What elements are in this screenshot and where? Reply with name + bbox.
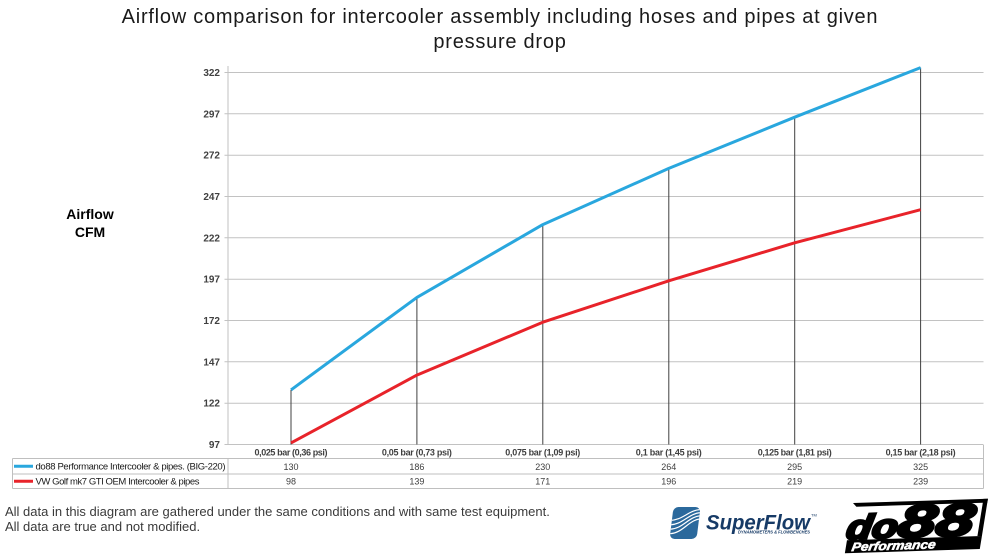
- svg-text:325: 325: [913, 462, 928, 472]
- svg-text:do88 Performance Intercooler &: do88 Performance Intercooler & pipes. (B…: [36, 462, 226, 473]
- svg-text:139: 139: [409, 477, 424, 487]
- svg-text:172: 172: [203, 316, 220, 327]
- svg-text:297: 297: [203, 109, 220, 120]
- svg-text:239: 239: [913, 477, 928, 487]
- svg-text:295: 295: [787, 462, 802, 472]
- svg-text:0,025 bar (0,36 psi): 0,025 bar (0,36 psi): [255, 448, 328, 458]
- svg-text:196: 196: [661, 477, 676, 487]
- svg-text:122: 122: [203, 399, 220, 410]
- svg-text:322: 322: [203, 68, 220, 79]
- svg-text:88: 88: [894, 493, 979, 547]
- svg-text:SuperFlow: SuperFlow: [706, 511, 811, 535]
- svg-text:98: 98: [286, 477, 296, 487]
- svg-text:186: 186: [409, 462, 424, 472]
- svg-text:222: 222: [203, 233, 220, 244]
- svg-text:DYNAMOMETERS & FLOWBENCHES: DYNAMOMETERS & FLOWBENCHES: [738, 529, 811, 534]
- svg-text:247: 247: [203, 192, 220, 203]
- svg-text:0,1 bar (1,45 psi): 0,1 bar (1,45 psi): [636, 448, 702, 458]
- svg-text:VW Golf mk7 GTI OEM Intercoole: VW Golf mk7 GTI OEM Intercooler & pipes: [36, 477, 200, 488]
- svg-text:0,15 bar (2,18 psi): 0,15 bar (2,18 psi): [886, 448, 956, 458]
- svg-text:171: 171: [535, 477, 550, 487]
- svg-text:147: 147: [203, 357, 220, 368]
- svg-text:272: 272: [203, 151, 220, 162]
- svg-text:0,05 bar (0,73 psi): 0,05 bar (0,73 psi): [382, 448, 452, 458]
- svg-text:197: 197: [203, 275, 220, 286]
- svg-text:230: 230: [535, 462, 550, 472]
- svg-text:130: 130: [283, 462, 298, 472]
- svg-text:do: do: [844, 508, 901, 547]
- svg-text:264: 264: [661, 462, 676, 472]
- svg-text:0,125 bar (1,81 psi): 0,125 bar (1,81 psi): [758, 448, 832, 458]
- svg-text:Performance: Performance: [851, 537, 938, 554]
- svg-text:97: 97: [209, 440, 221, 451]
- svg-text:TM: TM: [811, 513, 817, 518]
- svg-text:219: 219: [787, 477, 802, 487]
- svg-text:0,075 bar (1,09 psi): 0,075 bar (1,09 psi): [505, 448, 580, 458]
